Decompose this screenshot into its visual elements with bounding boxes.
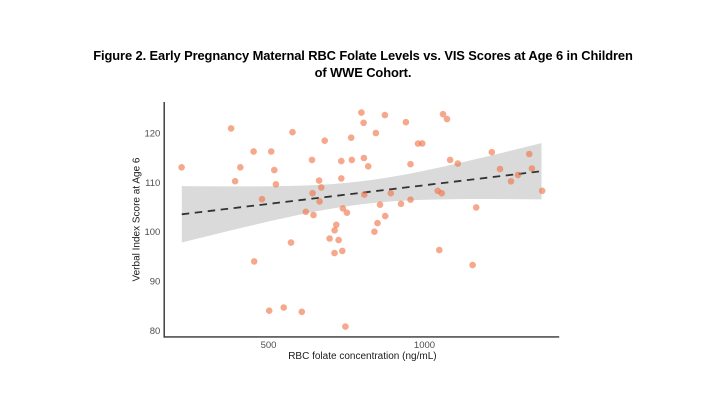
svg-text:80: 80	[150, 326, 161, 337]
svg-text:1000: 1000	[414, 340, 435, 351]
svg-text:100: 100	[144, 227, 160, 238]
svg-text:90: 90	[150, 277, 161, 288]
svg-text:500: 500	[261, 340, 277, 351]
svg-text:110: 110	[145, 178, 160, 189]
svg-text:Verbal Index Score at Age 6: Verbal Index Score at Age 6	[132, 157, 143, 281]
svg-text:120: 120	[144, 128, 160, 139]
svg-text:RBC folate concentration (ng/m: RBC folate concentration (ng/mL)	[288, 351, 436, 362]
